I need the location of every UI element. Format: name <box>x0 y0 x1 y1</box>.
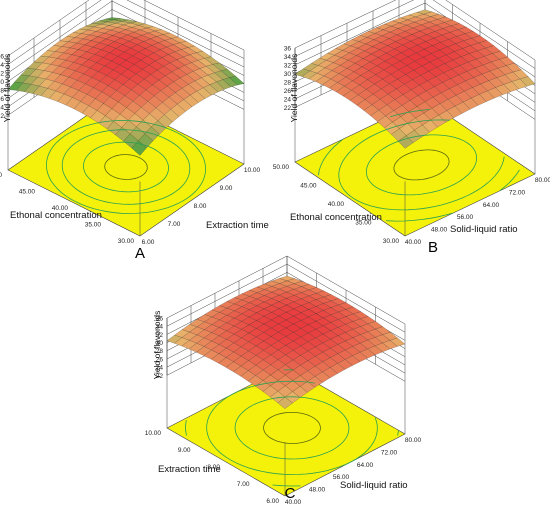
z-tick-label: 22 <box>284 105 292 112</box>
x-tick-label: 8.00 <box>194 203 207 210</box>
y-axis-title: Ethonal concentration <box>290 212 382 223</box>
z-axis-title: Yield of flavonoids <box>2 54 12 123</box>
z-tick-label: 36 <box>284 46 292 53</box>
y-tick-label: 45.00 <box>19 189 36 196</box>
z-tick-label: 28 <box>284 79 292 86</box>
x-tick-label: 7.00 <box>168 221 181 228</box>
y-tick-label: 30.00 <box>118 238 135 245</box>
x-tick-label: 56.00 <box>333 474 350 481</box>
z-tick-label: 34 <box>156 324 164 331</box>
z-tick-label: 32 <box>0 70 4 77</box>
z-tick-label: 32 <box>284 62 292 69</box>
y-tick-label: 35.00 <box>355 220 372 227</box>
x-tick-label: 80.00 <box>405 437 422 444</box>
x-tick-label: 48.00 <box>431 227 448 234</box>
z-tick-label: 24 <box>0 104 4 111</box>
x-axis-title: Solid-liquid ratio <box>450 224 518 235</box>
x-tick-label: 56.00 <box>457 214 474 221</box>
x-axis-title: Solid-liquid ratio <box>340 480 408 491</box>
floor-contours <box>45 120 207 214</box>
y-tick-label: 9.00 <box>178 447 191 454</box>
z-tick-label: 34 <box>284 54 292 61</box>
response-surface <box>7 17 245 156</box>
x-tick-label: 10.00 <box>244 167 261 174</box>
x-tick-label: 6.00 <box>142 239 155 246</box>
z-tick-label: 26 <box>156 356 164 363</box>
x-tick-label: 64.00 <box>483 202 500 209</box>
z-tick-label: 28 <box>156 348 164 355</box>
panel-label: C <box>285 485 296 502</box>
panel-label: B <box>428 239 438 256</box>
floor-contours <box>185 369 399 487</box>
y-tick-label: 50.00 <box>0 172 2 179</box>
z-axis-title: Yield of flavonoids <box>152 311 162 380</box>
z-tick-label: 24 <box>156 365 164 372</box>
z-tick-label: 22 <box>156 373 164 380</box>
x-tick-label: 40.00 <box>405 239 422 246</box>
z-tick-label: 22 <box>0 113 4 120</box>
x-tick-label: 64.00 <box>357 462 374 469</box>
y-axis-title: Ethonal concentration <box>10 210 102 221</box>
y-tick-label: 50.00 <box>273 164 290 171</box>
y-tick-label: 40.00 <box>328 201 345 208</box>
response-surface <box>166 275 406 409</box>
z-tick-label: 28 <box>0 87 4 94</box>
z-tick-label: 32 <box>156 332 164 339</box>
z-tick-label: 30 <box>156 340 164 347</box>
y-tick-label: 6.00 <box>266 498 279 505</box>
z-tick-label: 24 <box>284 96 292 103</box>
z-tick-label: 34 <box>0 62 4 69</box>
z-tick-label: 30 <box>284 71 292 78</box>
y-tick-label: 7.00 <box>237 481 250 488</box>
x-tick-label: 40.00 <box>285 499 302 506</box>
y-tick-label: 45.00 <box>300 183 317 190</box>
z-tick-label: 26 <box>284 88 292 95</box>
z-tick-label: 36 <box>0 54 4 61</box>
y-tick-label: 10.00 <box>145 430 162 437</box>
x-tick-label: 72.00 <box>381 449 398 456</box>
y-tick-label: 40.00 <box>52 205 69 212</box>
x-tick-label: 9.00 <box>220 185 233 192</box>
response-surface <box>294 9 536 149</box>
z-tick-label: 26 <box>0 96 4 103</box>
floor-contours <box>318 109 520 222</box>
x-tick-label: 80.00 <box>535 177 550 184</box>
x-tick-label: 48.00 <box>309 487 326 494</box>
z-axis-title: Yield of flavonoids <box>289 54 299 123</box>
z-tick-label: 30 <box>0 79 4 86</box>
z-tick-label: 36 <box>156 316 164 323</box>
y-tick-label: 35.00 <box>85 222 102 229</box>
y-tick-label: 8.00 <box>207 464 220 471</box>
panel-label: A <box>135 245 145 262</box>
x-tick-label: 72.00 <box>509 189 526 196</box>
y-axis-title: Extraction time <box>158 464 221 475</box>
y-tick-label: 30.00 <box>383 238 400 245</box>
x-axis-title: Extraction time <box>206 220 269 231</box>
